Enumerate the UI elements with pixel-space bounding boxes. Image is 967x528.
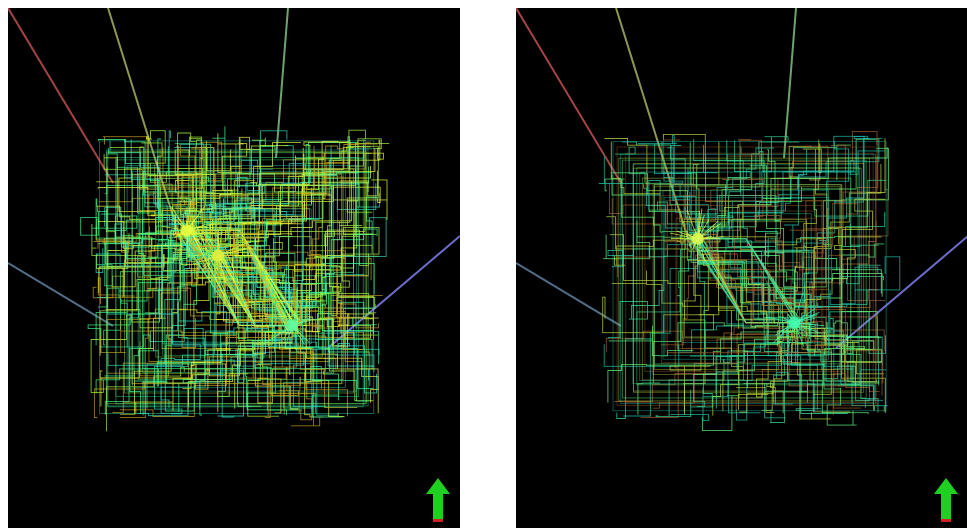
guide-line — [8, 8, 114, 184]
guide-line — [783, 8, 797, 159]
guide-line — [275, 8, 289, 159]
right-visualization-panel — [516, 8, 967, 528]
up-arrow-icon — [426, 478, 450, 522]
left-trajectory-plot — [8, 8, 460, 432]
left-visualization-panel — [8, 8, 460, 528]
right-trajectory-plot — [516, 8, 967, 431]
guide-line — [8, 262, 114, 327]
guide-line — [516, 262, 622, 327]
guide-line — [327, 235, 460, 349]
trajectory-bundle — [598, 130, 901, 431]
guide-line — [516, 8, 622, 184]
trajectory-bundle — [80, 126, 390, 432]
guide-line — [615, 8, 692, 249]
up-arrow-icon — [934, 478, 958, 522]
